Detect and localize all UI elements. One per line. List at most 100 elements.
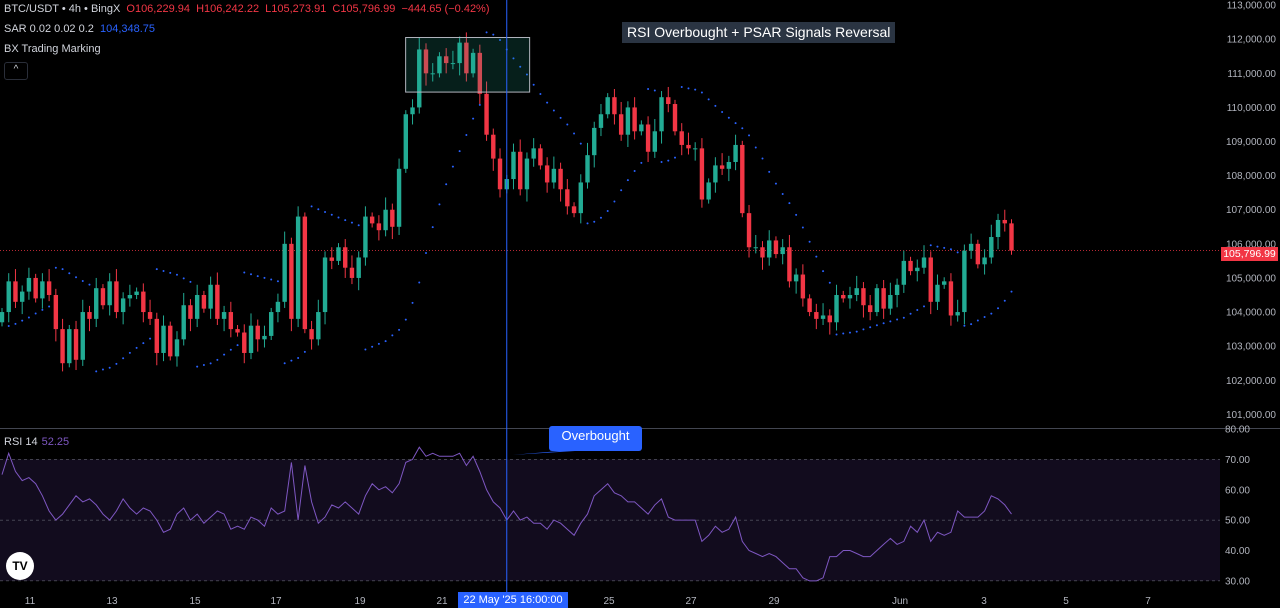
sar-dot xyxy=(478,103,481,106)
price-tick-label: 110,000.00 xyxy=(1227,103,1277,114)
sar-dot xyxy=(54,266,57,269)
sar-dot xyxy=(34,312,37,315)
sar-dot xyxy=(660,160,663,163)
sar-dot xyxy=(990,312,993,315)
candle xyxy=(538,148,543,166)
sar-dot xyxy=(142,342,145,345)
sar-dot xyxy=(949,248,952,251)
sar-dot xyxy=(350,221,353,224)
sar-dot xyxy=(943,246,946,249)
tradingview-logo-icon[interactable]: TV xyxy=(6,552,34,580)
candle xyxy=(968,243,974,251)
sar-dot xyxy=(438,203,441,206)
rsi-value: 52.25 xyxy=(41,436,70,448)
candle xyxy=(443,56,449,64)
sar-dot xyxy=(875,324,878,327)
sar-dot xyxy=(599,216,602,219)
rsi-legend[interactable]: RSI 14 52.25 xyxy=(4,436,69,448)
candle xyxy=(625,107,631,135)
price-tick-label: 112,000.00 xyxy=(1227,35,1277,46)
sar-dot xyxy=(1010,290,1013,293)
sar-dot xyxy=(256,275,259,278)
candle xyxy=(854,288,859,295)
sar-dot xyxy=(250,273,253,276)
candle xyxy=(558,168,563,190)
candle xyxy=(221,312,227,319)
sar-dot xyxy=(384,340,387,343)
candle xyxy=(147,312,153,319)
sar-dot xyxy=(310,205,313,208)
candle xyxy=(235,329,240,333)
candle xyxy=(787,247,792,282)
candle xyxy=(275,301,281,313)
sar-dot xyxy=(7,325,10,328)
overbought-callout: Overbought xyxy=(549,426,642,451)
sar-dot xyxy=(519,65,522,68)
candle xyxy=(13,281,18,302)
candle xyxy=(262,335,267,340)
bx-label: BX Trading Marking xyxy=(4,43,101,55)
sar-dot xyxy=(149,337,152,340)
axes: 101,000.00 102,000.00 103,000.00 104,000.00… xyxy=(25,1,1277,607)
sar-dot xyxy=(189,280,192,283)
candle xyxy=(598,114,604,128)
candle xyxy=(915,267,920,272)
sar-dot xyxy=(781,192,784,195)
candle xyxy=(363,216,368,258)
rsi-label: RSI 14 xyxy=(4,436,38,448)
sar-dot xyxy=(902,316,905,319)
sar-dot xyxy=(606,209,609,212)
sar-dot xyxy=(162,270,165,273)
candle xyxy=(713,165,718,183)
time-tick-label: 21 xyxy=(436,596,448,607)
candle xyxy=(46,281,52,295)
sar-dot xyxy=(330,213,333,216)
candle xyxy=(719,165,725,169)
sar-legend[interactable]: SAR 0.02 0.02 0.2 104,348.75 xyxy=(4,23,158,35)
candle xyxy=(120,298,126,313)
sar-dot xyxy=(633,170,636,173)
candle xyxy=(571,206,577,214)
sar-dot xyxy=(909,312,912,315)
candle xyxy=(282,243,287,302)
price-tick-label: 107,000.00 xyxy=(1226,205,1276,216)
sar-dot xyxy=(923,305,926,308)
candle xyxy=(585,155,590,183)
candle xyxy=(565,189,570,207)
sar-dot xyxy=(882,322,885,325)
candle xyxy=(820,315,826,319)
sar-dot xyxy=(848,331,851,334)
sar-dot xyxy=(196,365,199,368)
candle xyxy=(995,219,1001,238)
sar-dot xyxy=(243,271,246,274)
candle xyxy=(928,257,933,302)
collapse-legend-button[interactable]: ^ xyxy=(4,62,28,80)
candle xyxy=(935,284,940,302)
time-tick-label: 19 xyxy=(354,596,366,607)
sar-dot xyxy=(929,244,932,247)
sar-dot xyxy=(223,353,226,356)
candle xyxy=(679,131,684,145)
rsi-tick-label: 60.00 xyxy=(1225,485,1250,496)
candle xyxy=(309,329,314,340)
sar-dot xyxy=(216,358,219,361)
sar-dot xyxy=(357,224,360,227)
ohlc-high: H106,242.22 xyxy=(196,3,260,15)
candle xyxy=(114,281,119,313)
candle xyxy=(322,257,328,313)
sar-dot xyxy=(754,146,757,149)
candle xyxy=(760,247,765,258)
candle xyxy=(194,294,200,319)
candle xyxy=(1009,223,1014,251)
sar-dot xyxy=(721,111,724,114)
sar-dot xyxy=(303,350,306,353)
sar-dot xyxy=(377,342,380,345)
candle xyxy=(383,209,388,231)
candle xyxy=(807,298,812,313)
sar-dot xyxy=(108,366,111,369)
candle xyxy=(524,158,530,190)
ohlc-low: L105,273.91 xyxy=(265,3,327,15)
candle xyxy=(518,151,523,190)
bx-legend[interactable]: BX Trading Marking xyxy=(4,43,104,55)
